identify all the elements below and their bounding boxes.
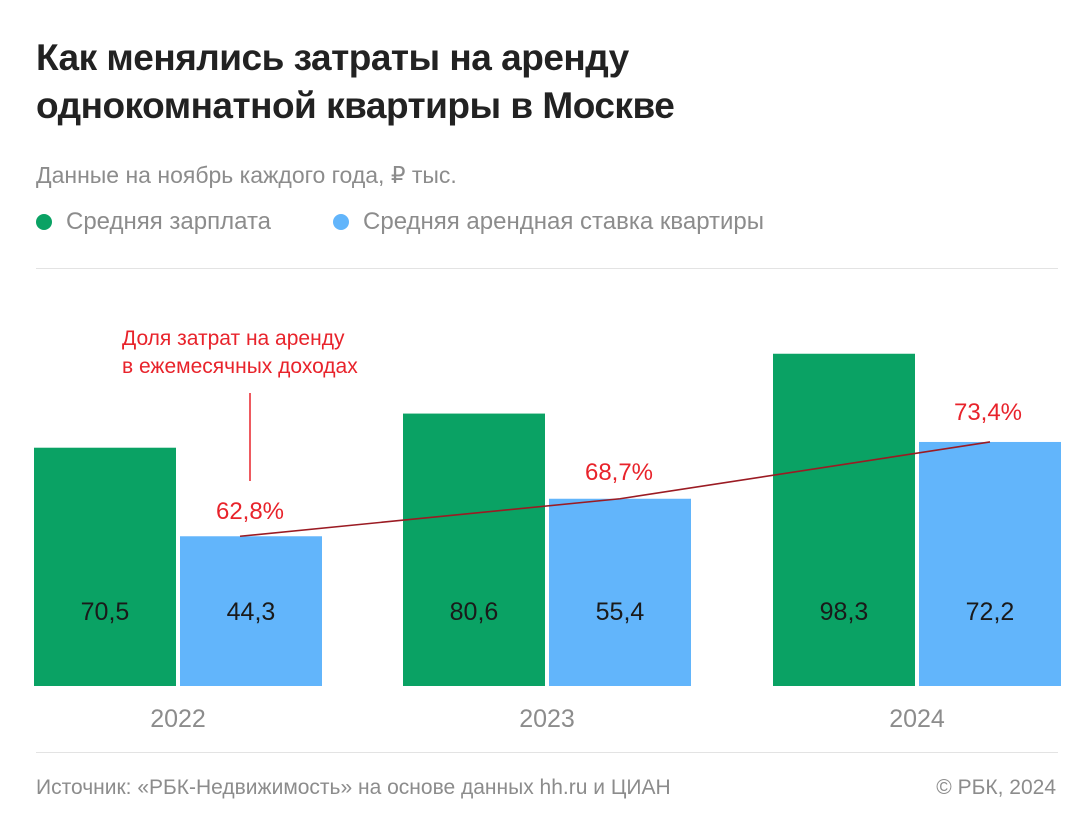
chart-title-line2: однокомнатной квартиры в Москве bbox=[36, 85, 675, 126]
legend-item-rent: Средняя арендная ставка квартиры bbox=[333, 208, 764, 236]
share-label-2022: 62,8% bbox=[216, 498, 284, 525]
bar-label-salary-2022: 70,5 bbox=[81, 598, 130, 626]
bar-salary-2024 bbox=[773, 353, 915, 686]
annotation-line1: Доля затрат на аренду bbox=[122, 327, 345, 350]
bar-label-rent-2023: 55,4 bbox=[596, 598, 645, 626]
bottom-divider bbox=[36, 752, 1058, 753]
bar-label-salary-2023: 80,6 bbox=[450, 598, 499, 626]
copyright: © РБК, 2024 bbox=[936, 776, 1056, 799]
bar-label-rent-2024: 72,2 bbox=[966, 598, 1015, 626]
bar-label-salary-2024: 98,3 bbox=[820, 598, 869, 626]
legend-swatch-salary bbox=[36, 214, 52, 230]
source-note: Источник: «РБК-Недвижимость» на основе д… bbox=[36, 776, 671, 799]
x-tick-2023: 2023 bbox=[519, 705, 575, 733]
bar-rent-2023 bbox=[549, 498, 691, 686]
share-label-2024: 73,4% bbox=[954, 399, 1022, 426]
chart-title-line1: Как менялись затраты на аренду bbox=[36, 37, 629, 78]
annotation-line2: в ежемесячных доходах bbox=[122, 355, 358, 378]
legend-swatch-rent bbox=[333, 214, 350, 230]
bar-rent-2022 bbox=[180, 536, 322, 686]
top-divider bbox=[36, 268, 1058, 269]
x-tick-2024: 2024 bbox=[889, 705, 945, 733]
legend: Средняя зарплата Средняя арендная ставка… bbox=[36, 208, 826, 236]
legend-item-salary: Средняя зарплата bbox=[36, 208, 271, 236]
bar-label-rent-2022: 44,3 bbox=[227, 598, 276, 626]
bar-salary-2023 bbox=[403, 413, 545, 686]
share-line bbox=[239, 441, 991, 538]
legend-label-salary: Средняя зарплата bbox=[66, 208, 272, 235]
x-tick-2022: 2022 bbox=[150, 705, 206, 733]
bar-salary-2022 bbox=[34, 447, 176, 686]
bar-chart: 70,5 44,3 2022 80,6 55,4 2023 98,3 72,2 2024 62,8… bbox=[34, 327, 1061, 733]
bar-rent-2024 bbox=[919, 441, 1061, 686]
legend-label-rent: Средняя арендная ставка квартиры bbox=[363, 208, 765, 235]
chart-title: Как менялись затраты на аренду однокомна… bbox=[36, 34, 1036, 130]
share-label-2023: 68,7% bbox=[585, 459, 653, 486]
chart-subtitle: Данные на ноябрь каждого года, ₽ тыс. bbox=[36, 162, 457, 188]
